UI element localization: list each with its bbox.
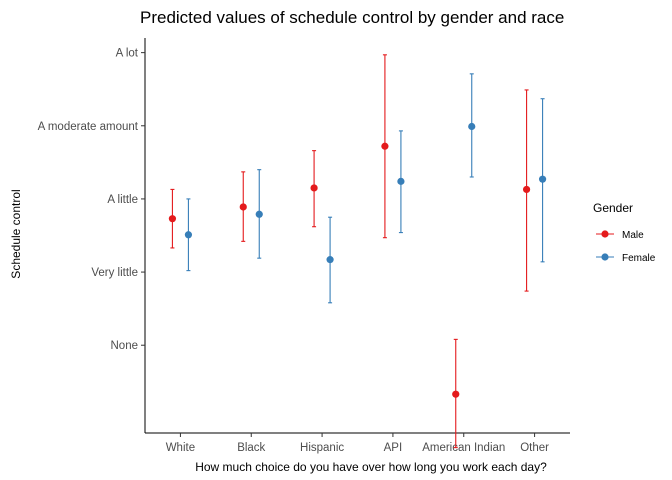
plot-marks <box>168 54 547 449</box>
data-point <box>184 231 193 239</box>
data-point <box>310 184 318 192</box>
chart-title: Predicted values of schedule control by … <box>140 8 564 27</box>
data-point <box>522 185 531 194</box>
x-axis: White Black Hispanic API American Indian Othe… <box>145 432 570 454</box>
legend-label: Female <box>622 253 656 264</box>
legend-label: Male <box>622 230 644 241</box>
x-tick-label: Black <box>237 442 265 454</box>
data-point <box>468 122 476 131</box>
y-axis: None Very little A little A moderate amount… <box>38 38 146 433</box>
data-point <box>168 215 177 223</box>
legend-key-point <box>601 230 609 238</box>
legend-title: Gender <box>593 201 633 215</box>
data-point <box>397 177 405 185</box>
x-axis-title: How much choice do you have over how lon… <box>195 460 547 474</box>
data-point <box>239 203 247 211</box>
x-tick-label: API <box>384 442 403 454</box>
y-axis-title: Schedule control <box>9 189 23 278</box>
y-tick-label: None <box>111 340 139 352</box>
y-tick-label: Very little <box>91 267 138 279</box>
legend-key-point <box>601 253 609 261</box>
x-tick-label: Hispanic <box>300 442 344 454</box>
legend: Gender Male Female <box>593 201 656 264</box>
x-tick-label: Other <box>520 442 549 454</box>
data-point <box>538 175 547 183</box>
y-tick-label: A little <box>107 194 138 206</box>
data-point <box>255 210 263 218</box>
x-tick-label: American Indian <box>422 442 505 454</box>
data-point <box>452 390 460 398</box>
x-tick-label: White <box>166 442 195 454</box>
y-tick-label: A moderate amount <box>38 121 139 133</box>
y-tick-label: A lot <box>116 48 139 60</box>
data-point <box>326 256 334 264</box>
data-point <box>381 142 389 150</box>
